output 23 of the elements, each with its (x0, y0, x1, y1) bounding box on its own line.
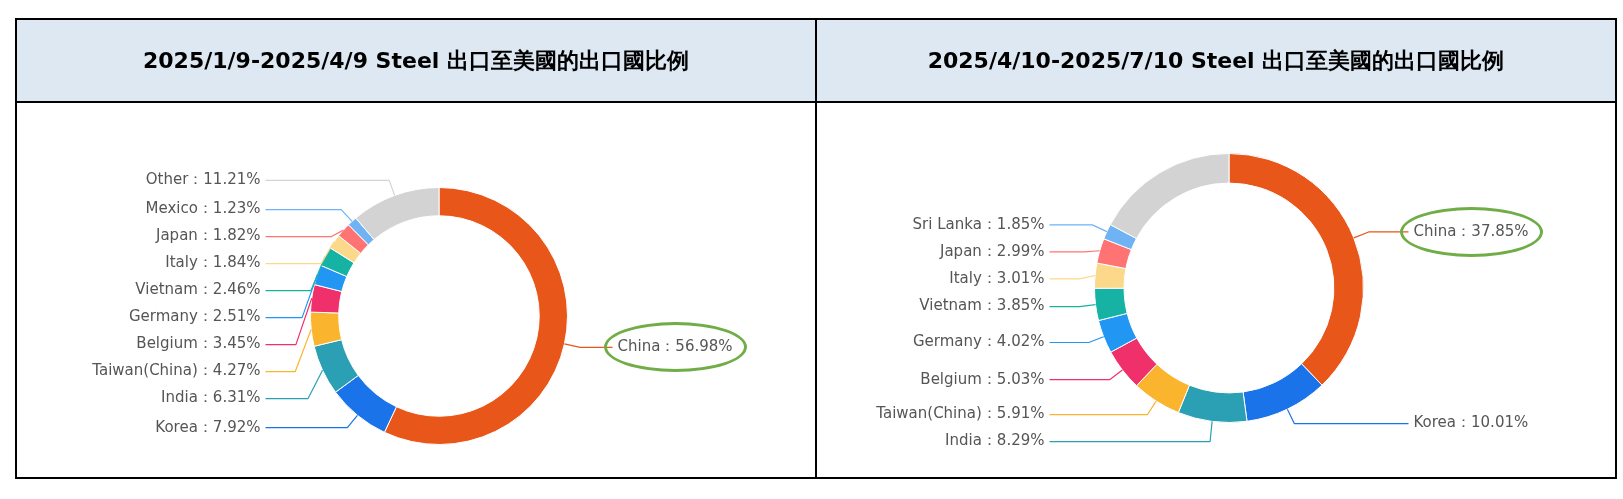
slice-label: Vietnam：2.46% (135, 280, 261, 299)
slice-label: Belgium：5.03% (920, 369, 1045, 388)
slice-label: Vietnam：3.85% (919, 296, 1045, 315)
slice-label: Japan：1.82% (155, 226, 261, 245)
slice-label: Germany：4.02% (912, 332, 1045, 351)
slice-label: Korea：7.92% (155, 417, 261, 436)
slice-label: Other：11.21% (145, 170, 261, 189)
slice-label: Taiwan(China)：5.91% (875, 404, 1045, 423)
chart-title: 2025/1/9-2025/4/9 Steel 出口至美國的出口國比例 (17, 20, 815, 103)
slice-label: Germany：2.51% (128, 307, 261, 326)
slice-label: Belgium：3.45% (136, 334, 261, 353)
chart-title: 2025/4/10-2025/7/10 Steel 出口至美國的出口國比例 (817, 20, 1615, 103)
slice-label: China：56.98% (617, 337, 733, 356)
slice-label: Korea：10.01% (1413, 413, 1529, 432)
slice-label: Italy：3.01% (949, 268, 1045, 287)
slice-label: China：37.85% (1413, 221, 1529, 240)
slice-label: Sri Lanka：1.85% (912, 214, 1045, 233)
slice-label: Japan：2.99% (939, 241, 1045, 260)
slice-label: Taiwan(China)：4.27% (91, 361, 261, 380)
slice-label: Mexico：1.23% (145, 199, 261, 218)
slice-label: India：8.29% (945, 431, 1045, 450)
slice-label: India：6.31% (161, 388, 261, 407)
slice-label: Italy：1.84% (165, 253, 261, 272)
